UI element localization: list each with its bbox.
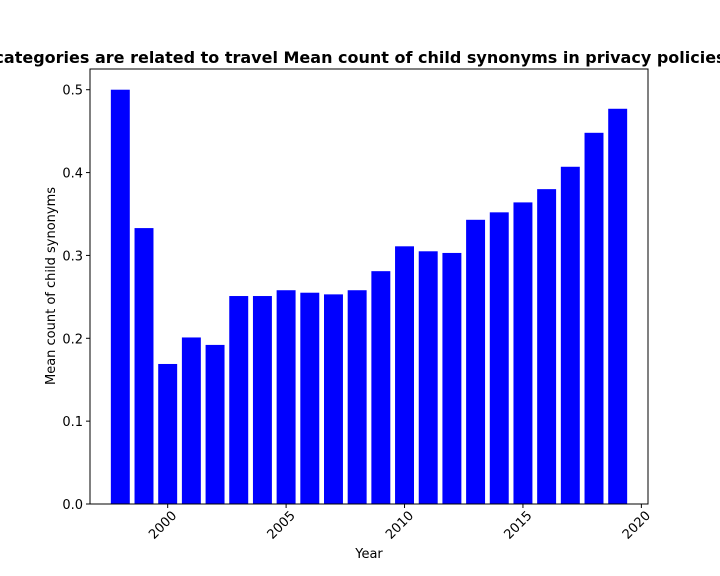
bar-2007 [324,294,343,504]
bar-2015 [513,202,533,504]
y-tick-label-2: 0.2 [62,332,83,347]
y-tick-label-4: 0.4 [62,167,83,182]
bar-2016 [537,189,557,504]
y-tick-label-5: 0.5 [62,84,83,99]
bar-2006 [300,292,320,504]
bars-group [110,89,628,505]
bar-2013 [466,219,486,505]
bar-2019 [608,108,628,505]
bar-2014 [489,212,509,504]
bar-2000 [158,363,178,504]
plot-frame [89,68,649,505]
chart-title: categories are related to travel Mean co… [0,48,720,67]
bar-1998 [110,89,130,505]
bar-1999 [134,228,154,504]
bar-2004 [252,296,272,504]
y-axis: 0.0 0.1 0.2 0.3 0.4 0.5 [62,84,90,513]
y-tick-label-0: 0.0 [62,498,83,513]
bar-2010 [395,246,414,504]
y-tick-label-1: 0.1 [62,415,83,430]
bar-2009 [371,271,391,504]
bar-2005 [276,290,296,504]
bar-2001 [181,337,201,504]
bar-2003 [229,296,249,504]
y-axis-label: Mean count of child synonyms [44,187,59,385]
bar-2017 [560,166,580,504]
y-tick-label-3: 0.3 [62,249,83,264]
bar-2011 [418,251,438,504]
bar-2012 [442,252,462,504]
bar-2008 [347,290,367,504]
x-axis-label: Year [354,547,383,562]
bar-2002 [205,344,225,504]
bar-2018 [584,132,604,505]
